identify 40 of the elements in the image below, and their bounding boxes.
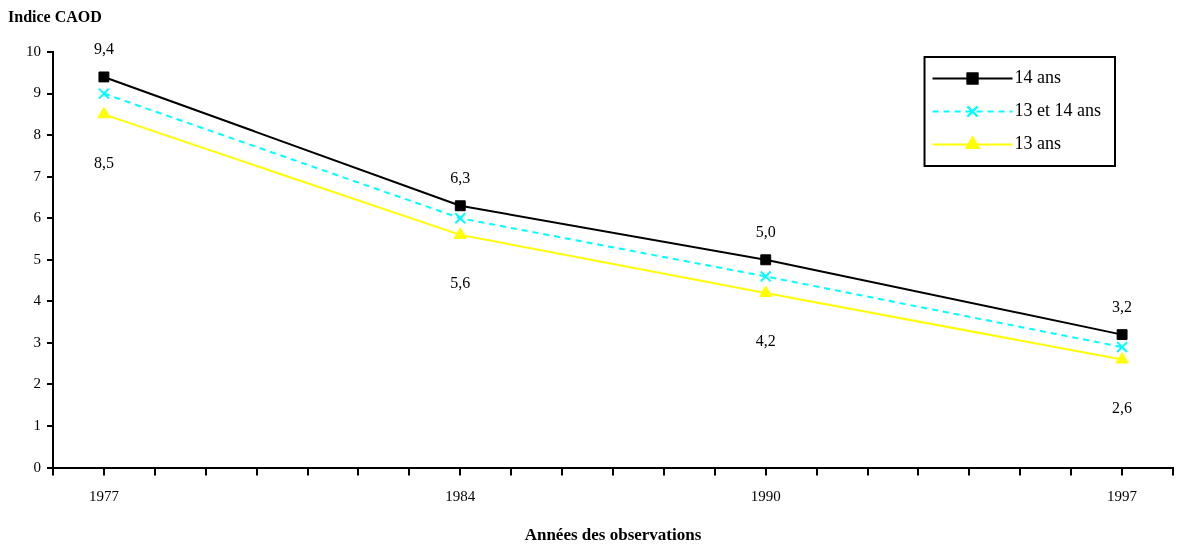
y-tick-label: 10 (26, 42, 41, 59)
data-label: 6,3 (450, 168, 471, 186)
y-tick-label: 0 (33, 458, 41, 475)
point (1116, 329, 1128, 341)
y-tick-label: 4 (33, 292, 42, 309)
y-tick-label: 2 (33, 375, 41, 392)
legend-label: 13 ans (1014, 133, 1062, 154)
point (759, 285, 773, 298)
y-tick-label: 8 (33, 126, 41, 143)
point (759, 270, 772, 283)
y-tick-label: 3 (33, 333, 41, 350)
x-tick-label: 1977 (88, 487, 120, 504)
legend-label: 14 ans (1014, 67, 1062, 88)
data-label: 9,4 (93, 40, 114, 58)
point (97, 106, 111, 119)
data-label: 3,2 (1112, 297, 1133, 315)
legend-label: 13 et 14 ans (1014, 100, 1101, 121)
data-label: 5,0 (755, 223, 776, 240)
point (453, 227, 467, 239)
x-tick-label: 1990 (750, 487, 781, 504)
y-tick-label: 6 (33, 209, 42, 226)
data-label: 8,5 (93, 153, 114, 171)
data-label: 4,2 (755, 332, 776, 350)
y-tick-label: 7 (33, 167, 42, 184)
y-tick-label: 9 (33, 84, 41, 101)
y-tick-label: 1 (33, 416, 41, 433)
data-label: 2,6 (1112, 398, 1133, 416)
x-tick-label: 1997 (1107, 487, 1138, 504)
point (760, 254, 772, 266)
point (454, 212, 467, 225)
point (1115, 352, 1129, 364)
point (454, 200, 466, 212)
point (1116, 341, 1129, 354)
data-label: 5,6 (450, 274, 471, 292)
y-axis-title: Indice CAOD (8, 8, 102, 26)
y-tick-label: 5 (33, 250, 41, 267)
point (98, 71, 110, 83)
point (97, 87, 110, 100)
x-tick-label: 1984 (445, 487, 476, 504)
x-axis-title: Années des observations (524, 525, 702, 545)
